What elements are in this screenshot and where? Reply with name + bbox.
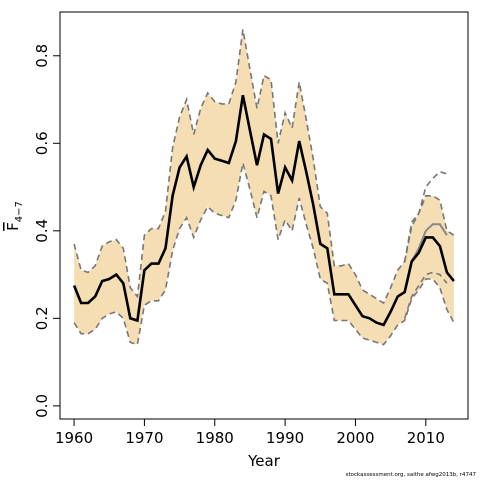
y-axis: 0.0 0.2 0.4 0.6 0.8 — [33, 44, 60, 418]
estimate-line — [72, 94, 455, 327]
y-axis-title-sub: 4−7 — [14, 201, 25, 222]
footer-credit: stockassessment.org, saithe afwg2013b, r… — [345, 472, 476, 478]
x-axis: 1960 1970 1980 1990 2000 2010 — [55, 419, 445, 447]
y-tick-label: 0.8 — [33, 44, 51, 68]
y-tick-label: 0.4 — [33, 219, 51, 243]
y-axis-title: F4−7 — [4, 201, 25, 231]
y-tick-label: 0.0 — [33, 394, 51, 418]
y-tick-label: 0.6 — [33, 131, 51, 155]
lower-bound-line — [73, 162, 455, 346]
line-layer — [72, 29, 455, 346]
x-tick-label: 1990 — [266, 429, 304, 447]
x-tick-label: 1980 — [196, 429, 234, 447]
plot-frame — [59, 11, 469, 420]
upper-bound-line — [73, 29, 455, 305]
x-tick-label: 1970 — [125, 429, 163, 447]
alt-lower-bound-line — [403, 271, 448, 319]
x-tick-label: 2000 — [336, 429, 374, 447]
y-axis-title-main: F — [4, 222, 22, 231]
x-tick-label: 1960 — [55, 429, 93, 447]
x-tick-label: 2010 — [407, 429, 445, 447]
alt-upper-bound-line — [403, 170, 448, 262]
svg-text:F4−7: F4−7 — [4, 201, 25, 231]
y-tick-label: 0.2 — [33, 306, 51, 330]
x-axis-title: Year — [247, 452, 281, 470]
